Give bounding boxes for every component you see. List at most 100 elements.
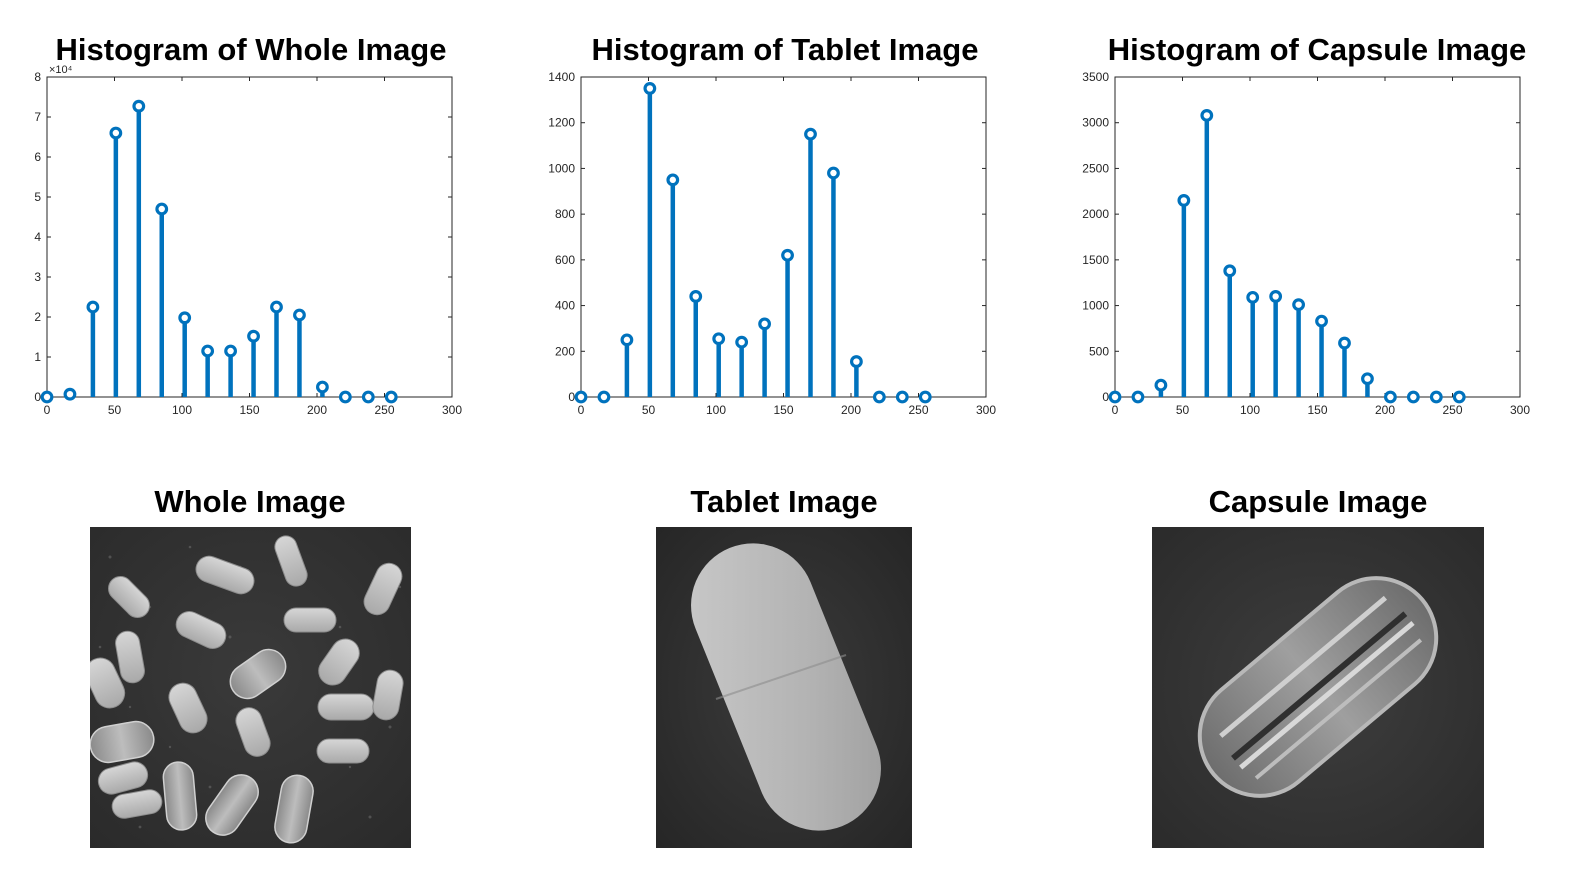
chart1-stem-marker bbox=[895, 390, 909, 404]
chart2-stem-marker bbox=[1452, 390, 1466, 404]
chart1-stem-marker bbox=[689, 290, 703, 303]
chart0-xtick-label: 0 bbox=[44, 403, 51, 417]
chart2-stem-marker bbox=[1429, 390, 1443, 404]
chart0-stem-marker bbox=[316, 380, 329, 394]
tablet-image-title: Tablet Image bbox=[690, 484, 878, 519]
chart0-stem-marker bbox=[293, 308, 306, 322]
chart2-stem-marker bbox=[1131, 390, 1145, 404]
chart0-stem-marker bbox=[178, 311, 192, 325]
chart0-ytick-label: 0 bbox=[34, 390, 41, 404]
chart0-stem-marker bbox=[270, 300, 283, 314]
chart1-stem-marker bbox=[918, 390, 932, 404]
chart2-stem-marker bbox=[1223, 264, 1237, 278]
capsule-image-title: Capsule Image bbox=[1208, 484, 1428, 519]
whole-image-title: Whole Image bbox=[154, 484, 346, 519]
capsule-histogram-title: Histogram of Capsule Image bbox=[1107, 32, 1527, 67]
chart1-axes-box bbox=[580, 76, 987, 398]
chart2-stem-marker bbox=[1406, 390, 1420, 404]
chart1-xtick-label: 0 bbox=[578, 403, 585, 417]
capsule-image bbox=[1152, 527, 1484, 848]
chart2-ytick-label: 3000 bbox=[1082, 116, 1109, 130]
chart2-xtick-label: 200 bbox=[1375, 403, 1395, 417]
chart1-ytick-label: 0 bbox=[568, 390, 575, 404]
chart1-stem-marker bbox=[758, 317, 771, 331]
chart2-stem-marker bbox=[1383, 390, 1397, 404]
chart1-ytick-label: 200 bbox=[555, 344, 575, 358]
tablet-histogram-title: Histogram of Tablet Image bbox=[591, 32, 979, 67]
chart1-xtick-label: 300 bbox=[976, 403, 996, 417]
chart1-xtick-label: 150 bbox=[773, 403, 793, 417]
chart0-stem-marker bbox=[155, 202, 169, 216]
chart0-stem-marker bbox=[63, 387, 77, 401]
chart1-ytick-label: 1000 bbox=[548, 161, 575, 175]
whole-image bbox=[90, 527, 411, 848]
chart0-xtick-label: 300 bbox=[442, 403, 462, 417]
chart0-y-exponent-label: ×10⁴ bbox=[49, 64, 73, 76]
chart0-ytick-label: 4 bbox=[34, 230, 41, 244]
chart1-stem-marker bbox=[620, 333, 634, 347]
chart1-ytick-label: 400 bbox=[555, 299, 575, 313]
chart0-stem-marker bbox=[132, 99, 146, 113]
chart2-stem-marker bbox=[1177, 194, 1191, 207]
chart1-ytick-label: 1400 bbox=[548, 70, 575, 84]
chart1-ytick-label: 600 bbox=[555, 253, 575, 267]
chart1-stem-marker bbox=[827, 166, 840, 180]
chart0-ytick-label: 3 bbox=[34, 270, 41, 284]
chart0-stem-marker bbox=[247, 329, 260, 343]
chart0-stem-marker bbox=[201, 344, 215, 358]
chart0-stem-marker bbox=[40, 390, 54, 404]
chart2-stem-marker bbox=[1292, 298, 1305, 312]
chart1-xtick-label: 200 bbox=[841, 403, 861, 417]
chart0-stem-marker bbox=[361, 390, 375, 404]
chart1-xtick-label: 250 bbox=[908, 403, 928, 417]
chart1-xtick-label: 50 bbox=[642, 403, 656, 417]
chart2-stem-marker bbox=[1338, 336, 1351, 350]
chart2-xtick-label: 100 bbox=[1240, 403, 1260, 417]
chart0-axes-box bbox=[46, 76, 453, 398]
chart1-stem-marker bbox=[804, 127, 817, 141]
chart2-xtick-label: 0 bbox=[1112, 403, 1119, 417]
chart1-ytick-label: 1200 bbox=[548, 116, 575, 130]
chart0-stem-marker bbox=[86, 300, 100, 314]
chart0-xtick-label: 250 bbox=[374, 403, 394, 417]
chart2-ytick-label: 1000 bbox=[1082, 299, 1109, 313]
chart2-axes-box bbox=[1114, 76, 1521, 398]
chart2-xtick-label: 50 bbox=[1176, 403, 1190, 417]
chart2-stem-marker bbox=[1154, 378, 1168, 392]
chart2-stem-marker bbox=[1269, 290, 1283, 303]
chart0-ytick-label: 2 bbox=[34, 310, 41, 324]
chart2-ytick-label: 500 bbox=[1089, 344, 1109, 358]
chart2-ytick-label: 2500 bbox=[1082, 161, 1109, 175]
chart2-xtick-label: 150 bbox=[1307, 403, 1327, 417]
chart1-stem-marker bbox=[597, 390, 611, 404]
chart0-ytick-label: 7 bbox=[34, 110, 41, 124]
chart0-ytick-label: 6 bbox=[34, 150, 41, 164]
chart0-stem-marker bbox=[338, 390, 352, 404]
chart1-ytick-label: 800 bbox=[555, 207, 575, 221]
chart2-stem-marker bbox=[1246, 290, 1260, 304]
chart0-xtick-label: 100 bbox=[172, 403, 192, 417]
chart0-stem-marker bbox=[109, 126, 123, 140]
chart1-stem-marker bbox=[850, 355, 863, 368]
chart1-stem-marker bbox=[643, 82, 657, 95]
chart1-stem-marker bbox=[574, 390, 588, 404]
chart1-stem-marker bbox=[872, 390, 886, 404]
chart1-stem-marker bbox=[735, 335, 749, 349]
chart0-xtick-label: 150 bbox=[239, 403, 259, 417]
chart0-stem-marker bbox=[384, 390, 398, 404]
chart2-ytick-label: 2000 bbox=[1082, 207, 1109, 221]
chart2-xtick-label: 300 bbox=[1510, 403, 1530, 417]
chart2-stem-marker bbox=[1315, 314, 1328, 328]
chart0-xtick-label: 200 bbox=[307, 403, 327, 417]
chart2-stem-marker bbox=[1361, 372, 1374, 386]
chart1-stem-marker bbox=[781, 248, 794, 262]
chart0-ytick-label: 1 bbox=[34, 350, 41, 364]
chart0-ytick-label: 5 bbox=[34, 190, 41, 204]
chart2-ytick-label: 0 bbox=[1102, 390, 1109, 404]
chart2-ytick-label: 3500 bbox=[1082, 70, 1109, 84]
chart2-xtick-label: 250 bbox=[1442, 403, 1462, 417]
chart0-xtick-label: 50 bbox=[108, 403, 122, 417]
chart1-stem-marker bbox=[666, 173, 680, 187]
chart2-ytick-label: 1500 bbox=[1082, 253, 1109, 267]
